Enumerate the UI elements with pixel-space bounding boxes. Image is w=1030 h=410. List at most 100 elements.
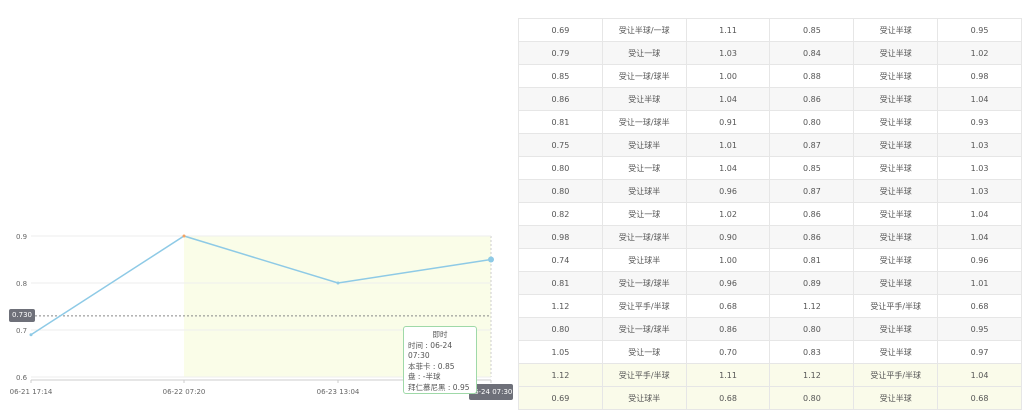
table-row: 0.85 受让一球/球半 1.00 0.88 受让半球 0.98: [518, 64, 1022, 88]
tooltip-title: 即时: [432, 330, 448, 339]
table-cell: 0.81: [518, 271, 603, 295]
table-row: 0.98 受让一球/球半 0.90 0.86 受让半球 1.04: [518, 225, 1022, 249]
table-cell: 0.89: [769, 271, 855, 295]
table-cell: 1.04: [937, 225, 1022, 249]
table-cell: 0.97: [937, 340, 1022, 364]
table-cell: 受让一球: [601, 41, 687, 65]
table-cell: 受让半球: [853, 386, 939, 410]
table-row: 1.05 受让一球 0.70 0.83 受让半球 0.97: [518, 340, 1022, 364]
table-cell: 0.75: [518, 133, 603, 157]
table-row: 0.80 受让一球/球半 0.86 0.80 受让半球 0.95: [518, 317, 1022, 341]
y-tick-label: 0.6: [16, 374, 28, 382]
table-row: 1.12 受让平手/半球 0.68 1.12 受让平手/半球 0.68: [518, 294, 1022, 318]
table-cell: 0.93: [937, 110, 1022, 134]
table-cell: 0.68: [937, 386, 1022, 410]
table-cell: 1.04: [937, 87, 1022, 111]
table-row: 0.81 受让一球/球半 0.96 0.89 受让半球 1.01: [518, 271, 1022, 295]
table-cell: 受让半球: [853, 202, 939, 226]
table-cell: 0.85: [518, 64, 603, 88]
table-cell: 0.85: [769, 18, 855, 42]
table-cell: 受让半球: [853, 225, 939, 249]
table-cell: 0.86: [769, 202, 855, 226]
table-cell: 受让一球/球半: [601, 317, 687, 341]
tooltip-line: 拜仁慕尼黑 : 0.95: [408, 382, 470, 392]
table-cell: 受让半球/一球: [601, 18, 687, 42]
table-cell: 受让半球: [853, 271, 939, 295]
chart-tooltip: 即时 时间 : 06-24 07:30 本菲卡 : 0.85 盘 : -半球 拜…: [403, 326, 477, 394]
table-cell: 1.03: [937, 156, 1022, 180]
table-cell: 受让一球: [601, 202, 687, 226]
table-cell: 0.81: [769, 248, 855, 272]
table-cell: 0.74: [518, 248, 603, 272]
table-cell: 0.95: [937, 317, 1022, 341]
table-cell: 受让半球: [853, 340, 939, 364]
table-cell: 受让半球: [853, 248, 939, 272]
table-row: 0.82 受让一球 1.02 0.86 受让半球 1.04: [518, 202, 1022, 226]
table-cell: 1.03: [685, 41, 771, 65]
table-cell: 受让球半: [601, 179, 687, 203]
axis-pointer-label: 06-24 07:30: [469, 384, 513, 400]
x-tick-label: 06-22 07:20: [163, 388, 206, 396]
table-cell: 0.80: [769, 317, 855, 341]
table-cell: 1.11: [685, 363, 771, 387]
table-cell: 0.88: [769, 64, 855, 88]
table-cell: 受让半球: [853, 87, 939, 111]
table-cell: 0.86: [518, 87, 603, 111]
table-cell: 受让半球: [853, 156, 939, 180]
table-row: 0.69 受让半球/一球 1.11 0.85 受让半球 0.95: [518, 18, 1022, 42]
table-cell: 0.87: [769, 179, 855, 203]
table-cell: 0.91: [685, 110, 771, 134]
table-cell: 1.02: [685, 202, 771, 226]
table-cell: 1.02: [937, 41, 1022, 65]
table-cell: 0.68: [937, 294, 1022, 318]
table-cell: 受让半球: [853, 18, 939, 42]
table-cell: 0.79: [518, 41, 603, 65]
table-cell: 1.12: [769, 294, 855, 318]
table-cell: 0.96: [937, 248, 1022, 272]
data-point: [29, 333, 33, 337]
table-cell: 受让球半: [601, 386, 687, 410]
table-cell: 1.12: [518, 363, 603, 387]
table-cell: 0.80: [518, 317, 603, 341]
table-cell: 受让半球: [853, 133, 939, 157]
table-cell: 1.11: [685, 18, 771, 42]
table-cell: 0.80: [518, 156, 603, 180]
table-cell: 受让一球/球半: [601, 225, 687, 249]
table-cell: 0.80: [769, 386, 855, 410]
table-cell: 0.84: [769, 41, 855, 65]
table-cell: 0.86: [685, 317, 771, 341]
data-point: [336, 281, 340, 285]
table-cell: 受让半球: [853, 179, 939, 203]
reference-line-label: 0.730: [9, 309, 35, 322]
table-cell: 受让半球: [853, 41, 939, 65]
x-tick-label: 06-23 13:04: [317, 388, 360, 396]
table-cell: 受让半球: [853, 110, 939, 134]
data-point: [182, 234, 186, 238]
table-cell: 1.03: [937, 179, 1022, 203]
table-cell: 受让一球/球半: [601, 271, 687, 295]
table-cell: 1.00: [685, 64, 771, 88]
table-cell: 1.05: [518, 340, 603, 364]
table-cell: 0.68: [685, 294, 771, 318]
table-cell: 0.87: [769, 133, 855, 157]
table-cell: 1.03: [937, 133, 1022, 157]
table-cell: 受让一球/球半: [601, 64, 687, 88]
table-cell: 0.69: [518, 18, 603, 42]
table-cell: 0.69: [518, 386, 603, 410]
table-cell: 0.68: [685, 386, 771, 410]
table-cell: 受让平手/半球: [601, 363, 687, 387]
table-cell: 0.83: [769, 340, 855, 364]
table-row: 0.69 受让球半 0.68 0.80 受让半球 0.68: [518, 386, 1022, 410]
y-tick-label: 0.9: [16, 233, 27, 241]
table-cell: 0.98: [937, 64, 1022, 88]
x-tick-label: 06-21 17:14: [10, 388, 53, 396]
y-tick-label: 0.8: [16, 280, 27, 288]
table-cell: 0.80: [769, 110, 855, 134]
table-cell: 0.96: [685, 179, 771, 203]
table-cell: 1.01: [937, 271, 1022, 295]
table-cell: 0.70: [685, 340, 771, 364]
table-cell: 受让球半: [601, 133, 687, 157]
table-cell: 1.12: [769, 363, 855, 387]
table-row: 0.75 受让球半 1.01 0.87 受让半球 1.03: [518, 133, 1022, 157]
odds-line-chart: 0.6 0.7 0.8 0.9 06-21 17:14 06-22 07:20 06-23 …: [10, 233, 494, 396]
